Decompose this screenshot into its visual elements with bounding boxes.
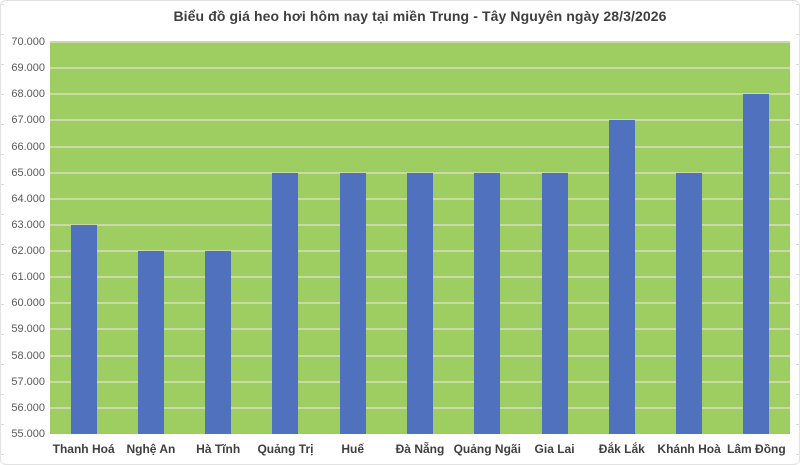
gridline (50, 93, 790, 96)
edge-tick (796, 394, 799, 395)
x-axis-category-label: Thanh Hoá (52, 442, 115, 456)
edge-tick (796, 94, 799, 95)
x-axis-category-label: Quảng Trị (257, 442, 314, 456)
bar (608, 120, 635, 434)
bar (474, 172, 501, 434)
edge-tick (796, 154, 799, 155)
y-axis-tick-label: 65.000 (11, 166, 45, 179)
y-axis-tick-label: 60.000 (11, 297, 45, 310)
x-axis-category-label: Gia Lai (534, 442, 575, 456)
x-axis-category-label: Khánh Hoà (657, 442, 721, 456)
bar (137, 251, 164, 434)
edge-tick (1, 244, 4, 245)
edge-tick (796, 364, 799, 365)
edge-tick (1, 304, 4, 305)
edge-tick (796, 214, 799, 215)
chart-title: Biểu đồ giá heo hơi hôm nay tại miền Tru… (173, 8, 667, 24)
edge-tick (796, 184, 799, 185)
x-axis-category-label: Đà Nẵng (395, 442, 445, 456)
edge-tick (1, 454, 4, 455)
edge-tick (796, 4, 799, 5)
edge-tick (796, 244, 799, 245)
bar (272, 172, 299, 434)
y-axis-tick-label: 59.000 (11, 323, 45, 336)
bar (407, 172, 433, 434)
x-axis-category-label: Nghệ An (126, 442, 176, 456)
y-axis-tick-label: 61.000 (11, 271, 45, 284)
y-axis-tick-label: 68.000 (11, 88, 45, 101)
gridline (50, 41, 790, 43)
edge-tick (1, 364, 4, 365)
x-axis-category-label: Huế (341, 442, 365, 456)
gridline (50, 119, 790, 122)
bar (339, 172, 366, 434)
edge-tick (1, 334, 4, 335)
edge-tick (796, 454, 799, 455)
edge-tick (796, 334, 799, 335)
bar (541, 172, 568, 434)
edge-tick (1, 394, 4, 395)
edge-tick (796, 304, 799, 305)
x-axis-category-label: Hà Tĩnh (196, 442, 241, 456)
edge-tick (1, 94, 4, 95)
edge-tick (1, 274, 4, 275)
y-axis-tick-label: 64.000 (11, 192, 45, 205)
edge-tick (1, 124, 4, 125)
y-axis-tick-label: 66.000 (11, 140, 45, 153)
edge-tick (796, 274, 799, 275)
edge-tick (1, 424, 4, 425)
gridline (50, 67, 790, 70)
edge-tick (796, 124, 799, 125)
edge-tick (1, 4, 4, 5)
edge-tick (796, 34, 799, 35)
bar (205, 251, 232, 434)
edge-tick (1, 154, 4, 155)
y-axis-tick-label: 67.000 (11, 114, 45, 127)
y-axis-tick-label: 62.000 (11, 245, 45, 258)
edge-tick (1, 64, 4, 65)
bar (743, 94, 770, 434)
y-axis-tick-label: 70.000 (11, 36, 45, 48)
y-axis-tick-label: 57.000 (11, 375, 45, 388)
bar (676, 172, 703, 434)
x-axis-category-label: Quảng Ngãi (453, 442, 521, 456)
edge-tick (1, 184, 4, 185)
x-axis-category-label: Lâm Đồng (727, 442, 786, 456)
gridline (50, 145, 790, 148)
y-axis-tick-label: 55.000 (11, 428, 45, 440)
edge-tick (1, 214, 4, 215)
x-axis-category-label: Đắk Lắk (598, 442, 645, 456)
y-axis-tick-label: 56.000 (11, 401, 45, 414)
edge-tick (1, 34, 4, 35)
edge-tick (796, 424, 799, 425)
y-axis-tick-label: 63.000 (11, 218, 45, 231)
y-axis-tick-label: 58.000 (11, 349, 45, 362)
y-axis-tick-label: 69.000 (11, 62, 45, 75)
edge-tick (796, 64, 799, 65)
bar (70, 224, 97, 434)
